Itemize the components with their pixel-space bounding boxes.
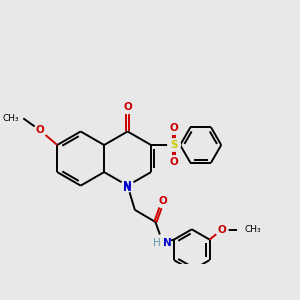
Text: N: N (164, 238, 172, 248)
Text: O: O (217, 225, 226, 235)
Circle shape (168, 122, 180, 134)
Text: O: O (158, 196, 167, 206)
Text: S: S (170, 140, 178, 150)
Circle shape (156, 195, 169, 208)
Text: N: N (123, 183, 132, 193)
Circle shape (34, 124, 46, 137)
Text: O: O (123, 102, 132, 112)
Circle shape (168, 139, 180, 151)
Circle shape (121, 179, 134, 192)
Text: O: O (170, 123, 178, 133)
Circle shape (155, 235, 171, 250)
Text: N: N (123, 181, 132, 190)
Text: CH₃: CH₃ (244, 225, 261, 234)
Circle shape (168, 156, 180, 168)
Text: O: O (36, 125, 45, 136)
Text: CH₃: CH₃ (2, 114, 19, 123)
Text: O: O (170, 157, 178, 167)
Circle shape (215, 224, 228, 236)
Text: H: H (153, 238, 160, 248)
Circle shape (121, 101, 134, 113)
